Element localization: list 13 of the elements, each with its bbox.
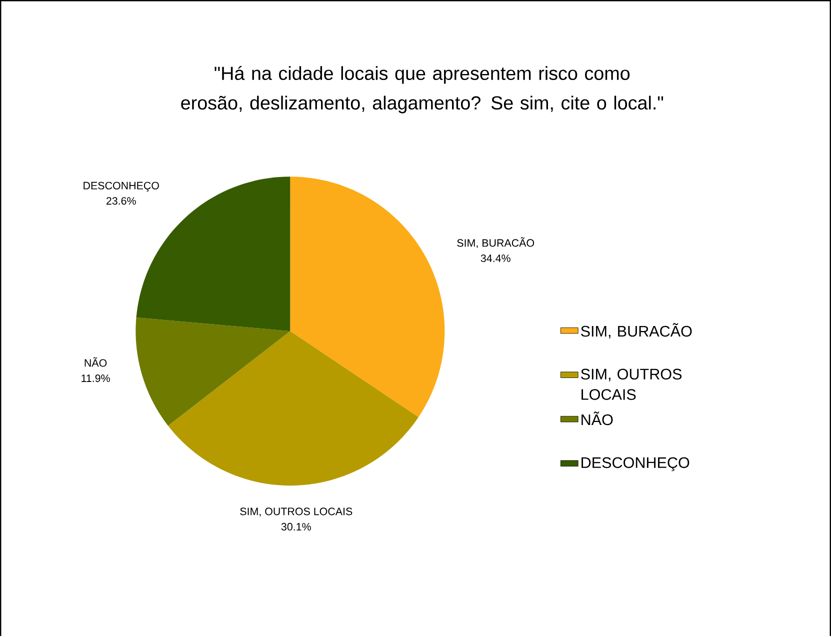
- legend-label: NÃO: [582, 412, 613, 426]
- legend-label: SIM, OUTROS LOCAIS: [581, 368, 682, 400]
- slice-label: SIM, OUTROS LOCAIS: [240, 508, 352, 517]
- data-label: 30.1%: [281, 523, 311, 531]
- legend-label: SIM, BURACÃO: [581, 323, 692, 339]
- legend-label: DESCONHEÇO: [582, 457, 690, 472]
- chart-title: "Há na cidade locais que apresentem risco como erosão, deslizamento, alagamento? Se sim, cite o local.": [181, 66, 664, 114]
- data-label: 23.6%: [106, 197, 136, 205]
- slice-label: NÃO: [84, 357, 107, 367]
- data-label: 11.9%: [82, 374, 110, 382]
- data-label: 34.4%: [480, 254, 510, 262]
- slice-label: DESCONHEÇO: [84, 182, 159, 192]
- slice-label: SIM, BURACÃO: [457, 237, 534, 248]
